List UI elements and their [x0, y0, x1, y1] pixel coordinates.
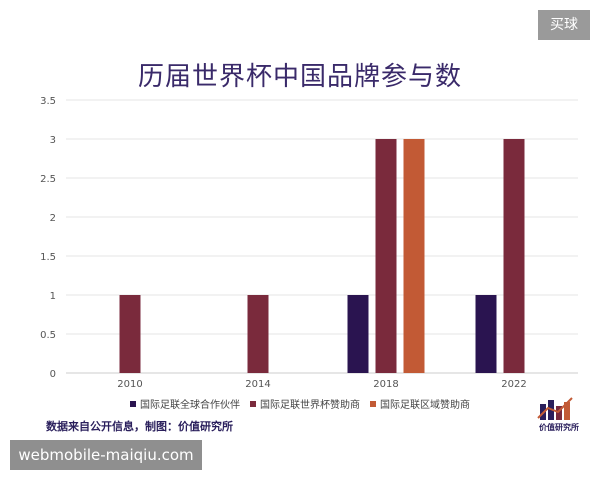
legend-swatch-worldcup-sponsor: [250, 400, 256, 407]
legend-label-regional-sponsor: 国际足联区域赞助商: [380, 400, 470, 411]
watermark: webmobile-maiqiu.com: [10, 440, 202, 470]
y-tick-label: 3.5: [40, 96, 56, 107]
y-tick-label: 0.5: [40, 330, 56, 341]
legend-item-global-partner: 国际足联全球合作伙伴: [130, 396, 240, 411]
bar-2022-series-1: [503, 139, 525, 373]
x-tick-label: 2018: [373, 379, 398, 390]
x-tick-label: 2010: [117, 379, 142, 390]
legend-swatch-regional-sponsor: [370, 400, 376, 407]
chart-title: 历届世界杯中国品牌参与数: [137, 62, 462, 92]
chart-legend: 国际足联全球合作伙伴 国际足联世界杯赞助商 国际足联区域赞助商: [0, 396, 600, 411]
x-tick-label: 2014: [245, 379, 270, 390]
y-tick-label: 0: [50, 369, 56, 380]
bar-2010-series-1: [119, 295, 141, 373]
logo-text: 价值研究所: [539, 423, 579, 432]
bar-2022-series-0: [475, 295, 497, 373]
legend-item-regional-sponsor: 国际足联区域赞助商: [370, 396, 470, 411]
corner-badge: 买球: [538, 10, 590, 40]
y-tick-label: 1.5: [40, 252, 56, 263]
legend-label-global-partner: 国际足联全球合作伙伴: [140, 400, 240, 411]
institute-logo-icon: [537, 397, 573, 420]
y-tick-label: 3: [50, 135, 56, 146]
y-tick-label: 2.5: [40, 174, 56, 185]
bar-2018-series-2: [403, 139, 425, 373]
bar-2014-series-1: [247, 295, 269, 373]
legend-item-worldcup-sponsor: 国际足联世界杯赞助商: [250, 396, 360, 411]
bar-2018-series-0: [347, 295, 369, 373]
legend-label-worldcup-sponsor: 国际足联世界杯赞助商: [260, 400, 360, 411]
x-tick-label: 2022: [501, 379, 526, 390]
y-tick-label: 1: [50, 291, 56, 302]
bar-2018-series-1: [375, 139, 397, 373]
y-tick-label: 2: [50, 213, 56, 224]
source-note: 数据来自公开信息，制图：价值研究所: [46, 420, 233, 433]
legend-swatch-global-partner: [130, 400, 136, 407]
